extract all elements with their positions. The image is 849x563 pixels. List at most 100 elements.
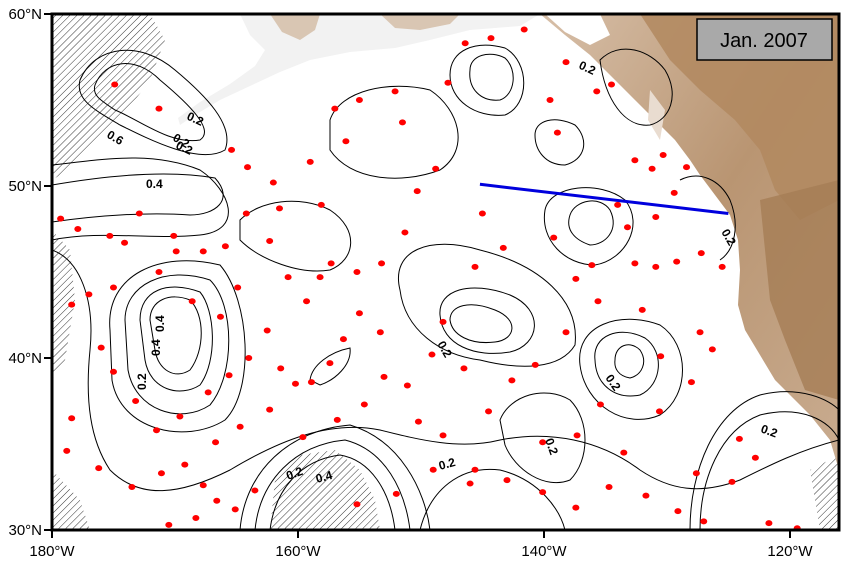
float-marker: [466, 480, 474, 487]
float-marker: [212, 439, 220, 446]
float-marker: [316, 274, 324, 281]
float-marker: [573, 432, 581, 439]
float-marker: [165, 521, 173, 528]
float-marker: [244, 164, 252, 171]
float-marker: [221, 243, 229, 250]
float-marker: [245, 355, 253, 361]
float-marker: [594, 298, 602, 305]
y-tick-label: 50°N: [8, 178, 42, 195]
float-marker: [638, 306, 646, 313]
float-marker: [697, 250, 705, 257]
float-marker: [155, 269, 163, 275]
float-marker: [242, 210, 250, 217]
float-marker: [251, 487, 259, 494]
contour-label: 0.4: [314, 468, 334, 486]
float-marker: [520, 26, 528, 33]
float-marker: [673, 258, 681, 265]
contour-label: 0.2: [542, 436, 561, 457]
float-marker: [109, 284, 117, 291]
date-label-box: Jan. 2007: [696, 18, 833, 61]
float-marker: [353, 501, 361, 508]
contour-labels: 0.2 0.4 0.6 0.2 0.4 0.4 0.2 0.2 0.2 0.2 …: [105, 58, 780, 486]
float-marker: [620, 449, 628, 456]
float-marker: [546, 97, 554, 103]
float-marker: [339, 336, 347, 343]
float-marker: [213, 497, 221, 504]
land-north-america: [540, 14, 839, 470]
float-marker: [429, 466, 437, 473]
float-marker: [648, 165, 656, 172]
float-marker: [225, 372, 233, 379]
float-marker: [631, 157, 639, 164]
float-marker: [355, 97, 363, 103]
float-marker: [652, 213, 660, 220]
float-marker: [708, 346, 716, 353]
float-marker: [413, 188, 421, 195]
float-marker: [414, 418, 422, 425]
float-marker: [696, 329, 704, 336]
float-marker: [176, 413, 184, 420]
contour-label: 0.2: [577, 58, 598, 78]
float-marker: [596, 401, 604, 408]
float-marker: [751, 454, 759, 461]
float-marker: [342, 138, 350, 145]
contour-label: 0.4: [146, 177, 163, 191]
float-marker: [657, 353, 665, 360]
float-marker: [391, 88, 399, 95]
float-marker: [631, 260, 639, 267]
float-marker: [687, 379, 695, 386]
float-marker: [588, 262, 596, 269]
float-marker: [266, 406, 274, 413]
float-marker: [735, 435, 743, 442]
float-marker: [109, 368, 117, 375]
float-marker: [674, 508, 682, 515]
float-marker: [291, 380, 299, 387]
section-line: [479, 182, 729, 216]
float-marker: [471, 466, 479, 473]
hatched-high-gradient-regions: [52, 14, 839, 530]
y-tick-label: 60°N: [8, 6, 42, 23]
float-marker: [121, 239, 129, 246]
float-marker: [263, 327, 271, 334]
float-marker: [499, 244, 507, 251]
float-marker: [439, 432, 447, 439]
float-marker: [562, 329, 570, 336]
x-tick-label: 180°W: [29, 543, 75, 560]
contour-label: 0.2: [759, 422, 780, 441]
float-marker: [471, 263, 479, 270]
float-marker: [593, 88, 601, 95]
float-marker: [266, 238, 274, 245]
contour-label: 0.4: [149, 339, 163, 356]
float-marker: [135, 210, 143, 217]
float-marker: [487, 35, 495, 42]
float-marker: [670, 189, 678, 196]
contour-label: 0.2: [284, 464, 305, 483]
float-marker: [380, 373, 388, 380]
float-marker: [562, 59, 570, 66]
float-marker: [153, 427, 161, 434]
float-marker: [614, 201, 622, 208]
float-marker: [718, 263, 726, 270]
float-marker: [376, 329, 384, 336]
float-marker: [199, 482, 207, 489]
float-marker: [155, 105, 163, 112]
x-tick-label: 140°W: [521, 543, 567, 560]
float-marker: [231, 506, 239, 513]
float-marker: [275, 205, 283, 212]
float-marker: [111, 81, 119, 88]
float-marker: [188, 298, 196, 305]
float-marker: [228, 146, 236, 153]
float-marker: [172, 248, 180, 255]
float-marker: [326, 360, 334, 367]
float-marker: [204, 389, 212, 396]
float-marker: [57, 215, 65, 222]
float-marker: [401, 229, 409, 236]
float-marker: [572, 275, 580, 282]
float-markers: [57, 26, 801, 530]
y-tick-label: 30°N: [8, 522, 42, 539]
float-marker: [355, 310, 363, 317]
land-alaska-aleutians: [178, 14, 540, 125]
x-tick-label: 160°W: [275, 543, 321, 560]
float-marker: [360, 401, 368, 408]
